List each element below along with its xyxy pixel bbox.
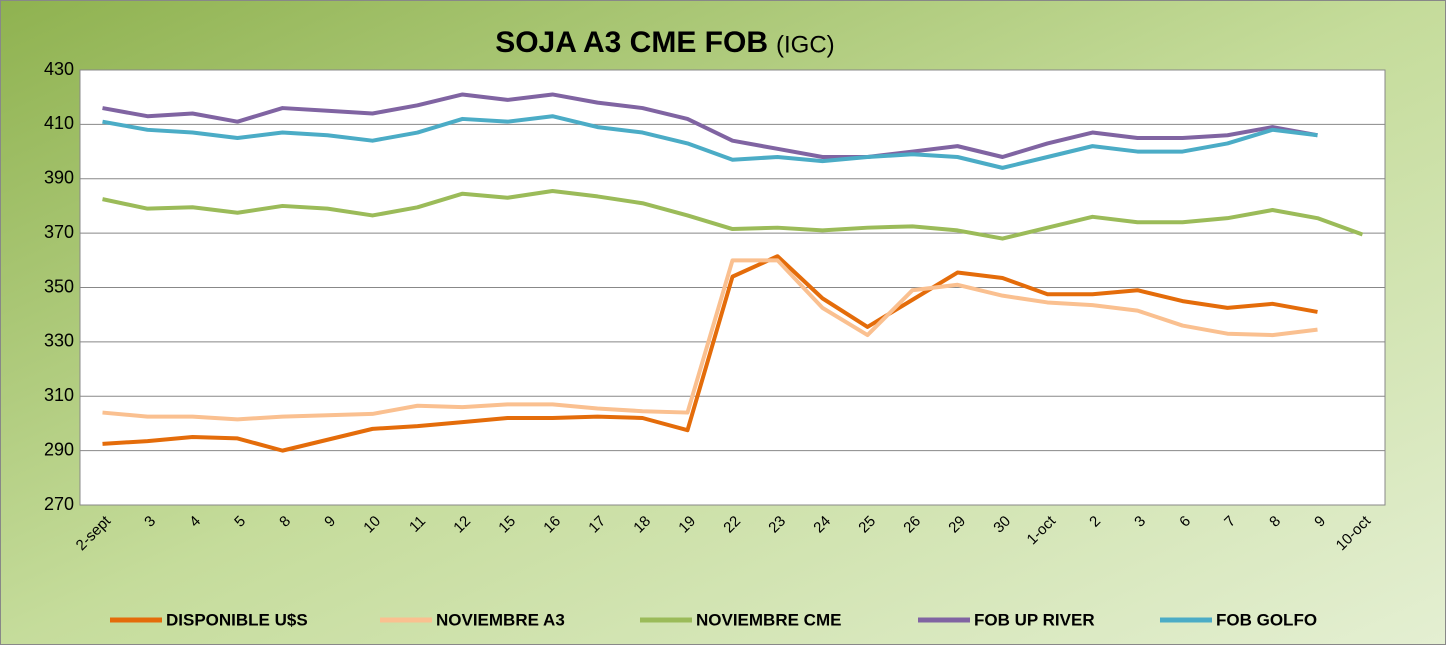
legend-label: DISPONIBLE U$S	[166, 610, 308, 629]
y-tick-label: 310	[44, 385, 74, 405]
y-tick-label: 350	[44, 276, 74, 296]
series-line	[102, 254, 1318, 453]
y-tick-label: 270	[44, 494, 74, 514]
y-tick-label: 430	[44, 59, 74, 79]
chart-title-suffix: (IGC)	[776, 31, 835, 58]
y-tick-label: 410	[44, 113, 74, 133]
y-tick-label: 370	[44, 222, 74, 242]
y-tick-label: 330	[44, 331, 74, 351]
legend-label: FOB UP RIVER	[974, 610, 1095, 629]
legend-label: NOVIEMBRE A3	[436, 610, 565, 629]
legend-label: NOVIEMBRE CME	[696, 610, 841, 629]
chart-title: SOJA A3 CME FOB	[495, 26, 768, 59]
series-line	[102, 188, 1364, 241]
y-tick-label: 390	[44, 168, 74, 188]
series-line	[102, 114, 1318, 170]
legend-label: FOB GOLFO	[1216, 610, 1317, 629]
series-line	[102, 92, 1318, 159]
y-tick-label: 290	[44, 439, 74, 459]
series-line	[102, 258, 1318, 422]
